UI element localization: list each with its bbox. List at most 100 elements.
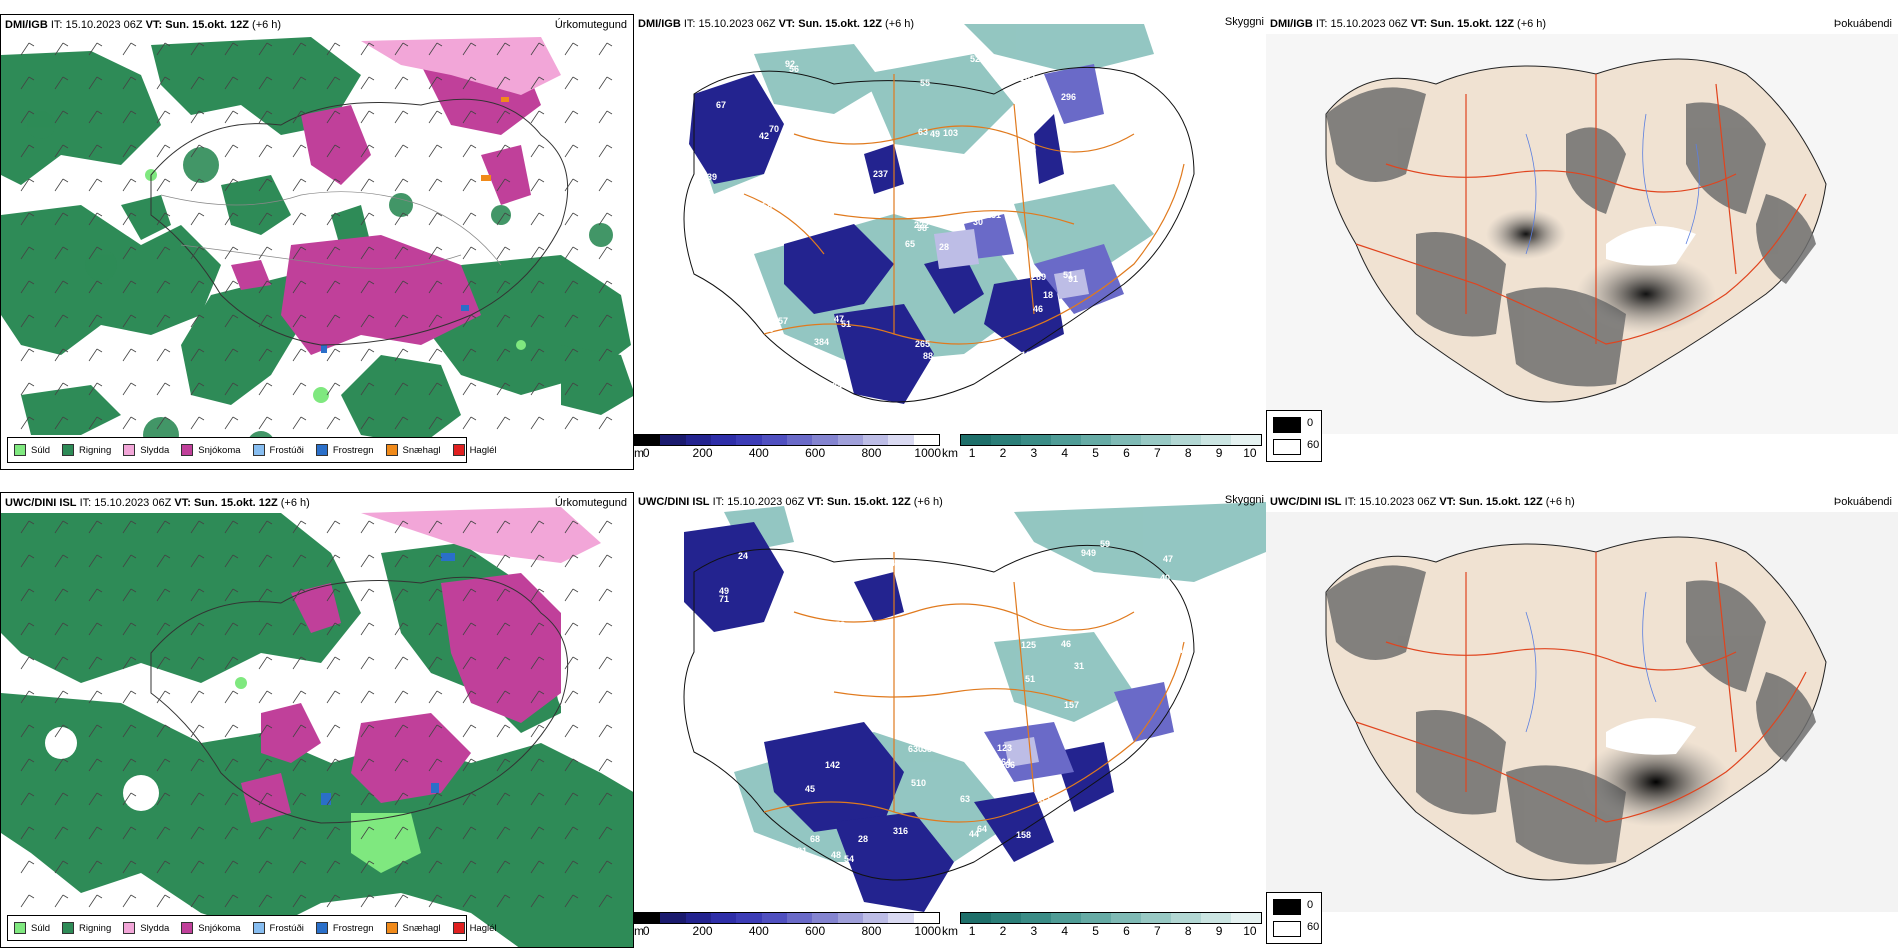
wind-barb	[258, 724, 273, 738]
cloud-base-value: 49	[967, 162, 977, 172]
wind-barb	[428, 690, 443, 704]
valid-label: VT:	[1439, 496, 1456, 508]
wind-barb	[20, 178, 35, 192]
init-label: IT:	[1315, 18, 1328, 30]
wind-barb	[530, 792, 545, 806]
legend-label: Súld	[31, 922, 51, 934]
wind-barb	[20, 758, 35, 772]
valid-time: Sun. 15.okt. 12Z	[165, 19, 249, 31]
wind-barb	[462, 656, 477, 670]
cloud-base-value: 52	[970, 54, 980, 64]
wind-barb	[292, 212, 307, 226]
visibility-tick-label: 7	[1153, 924, 1161, 938]
legend-swatch	[315, 922, 328, 934]
wind-barb	[122, 42, 137, 56]
wind-barb	[122, 382, 137, 396]
wind-barb	[54, 860, 69, 874]
visibility-tick-label: 2	[999, 446, 1007, 460]
visibility-color-step	[1141, 435, 1171, 445]
wind-barb	[156, 416, 171, 430]
legend-label: Frostregn	[332, 444, 374, 456]
wind-barb	[292, 690, 307, 704]
wind-barb	[156, 246, 171, 260]
visibility-tick-label: 5	[1092, 446, 1099, 460]
wind-barb	[360, 212, 375, 226]
cloudbase-tick-label: 200	[692, 446, 713, 460]
wind-barb	[394, 758, 409, 772]
legend-item: Rigning	[62, 444, 111, 456]
wind-barb	[530, 520, 545, 534]
cloud-base-value: 118	[800, 686, 815, 696]
wind-barb	[258, 382, 273, 396]
visibility-color-step	[1141, 913, 1171, 923]
valid-time: Sun. 15.okt. 12Z	[1458, 496, 1543, 508]
wind-barb	[88, 826, 103, 840]
legend-swatch	[181, 444, 194, 456]
wind-barb	[496, 554, 511, 568]
cloud-base-value: 32	[1040, 795, 1050, 805]
wind-barb	[20, 690, 35, 704]
wind-barb	[88, 416, 103, 430]
wind-barb	[360, 76, 375, 90]
cloud-base-value: 40	[1178, 645, 1188, 655]
wind-barb	[292, 382, 307, 396]
wind-barb	[122, 280, 137, 294]
visibility-tick-label: 6	[1123, 446, 1130, 460]
cloud-base-value: 64	[977, 824, 987, 834]
wind-barb	[156, 690, 171, 704]
wind-barb	[156, 656, 171, 670]
wind-barb	[156, 622, 171, 636]
wind-barb	[224, 178, 239, 192]
wind-barb	[462, 76, 477, 90]
wind-barb	[530, 382, 545, 396]
visibility-tick-label: 4	[1061, 924, 1069, 938]
visibility-tick-label: 10	[1243, 924, 1257, 938]
wind-barb	[428, 554, 443, 568]
visibility-colorbar: 1 2 3 4 5 6 7 8 9 10	[960, 434, 1262, 460]
wind-barb	[598, 314, 613, 328]
wind-barb	[258, 792, 273, 806]
wind-barb	[496, 588, 511, 602]
wind-barb	[564, 416, 579, 430]
wind-barb	[122, 792, 137, 806]
cloud-base-value: 47	[1163, 554, 1173, 564]
fog-index-map	[1266, 512, 1898, 912]
wind-barb	[54, 758, 69, 772]
wind-barb	[564, 42, 579, 56]
wind-barb	[54, 110, 69, 124]
visibility-color-step	[1051, 435, 1081, 445]
wind-barb	[598, 860, 613, 874]
cloudbase-color-step	[685, 435, 711, 445]
legend-item: Haglél	[452, 444, 497, 456]
wind-barb	[462, 348, 477, 362]
wind-barb	[258, 622, 273, 636]
wind-barb	[394, 826, 409, 840]
wind-barb	[122, 416, 137, 430]
legend-swatch	[123, 922, 136, 934]
wind-barb	[326, 42, 341, 56]
wind-barb	[258, 554, 273, 568]
legend-item: Frostregn	[315, 922, 374, 934]
wind-barb	[598, 280, 613, 294]
wind-barb	[224, 792, 239, 806]
wind-barb	[122, 758, 137, 772]
wind-barb	[326, 416, 341, 430]
valid-label: VT:	[778, 18, 796, 30]
cloud-base-value: 200	[1162, 160, 1177, 170]
cloudbase-colorbar: 0 200 400 600 800 1000	[634, 434, 941, 460]
wind-barb	[190, 724, 205, 738]
cloudbase-tick-label: 600	[805, 924, 826, 938]
model-name: UWC/DINI ISL	[638, 496, 710, 508]
wind-barb	[20, 724, 35, 738]
visibility-color-step	[1111, 435, 1141, 445]
wind-barb	[156, 212, 171, 226]
wind-barb	[54, 314, 69, 328]
cloud-base-value: 50	[819, 355, 829, 365]
fog-panel-header: UWC/DINI ISL IT: 15.10.2023 06Z VT: Sun.…	[1270, 496, 1575, 508]
wind-barb	[496, 758, 511, 772]
wind-barb	[462, 144, 477, 158]
cloud-base-value: 61	[859, 171, 869, 181]
wind-barb	[462, 588, 477, 602]
cloud-base-value: 45	[802, 533, 812, 543]
visibility-color-step	[1231, 435, 1261, 445]
